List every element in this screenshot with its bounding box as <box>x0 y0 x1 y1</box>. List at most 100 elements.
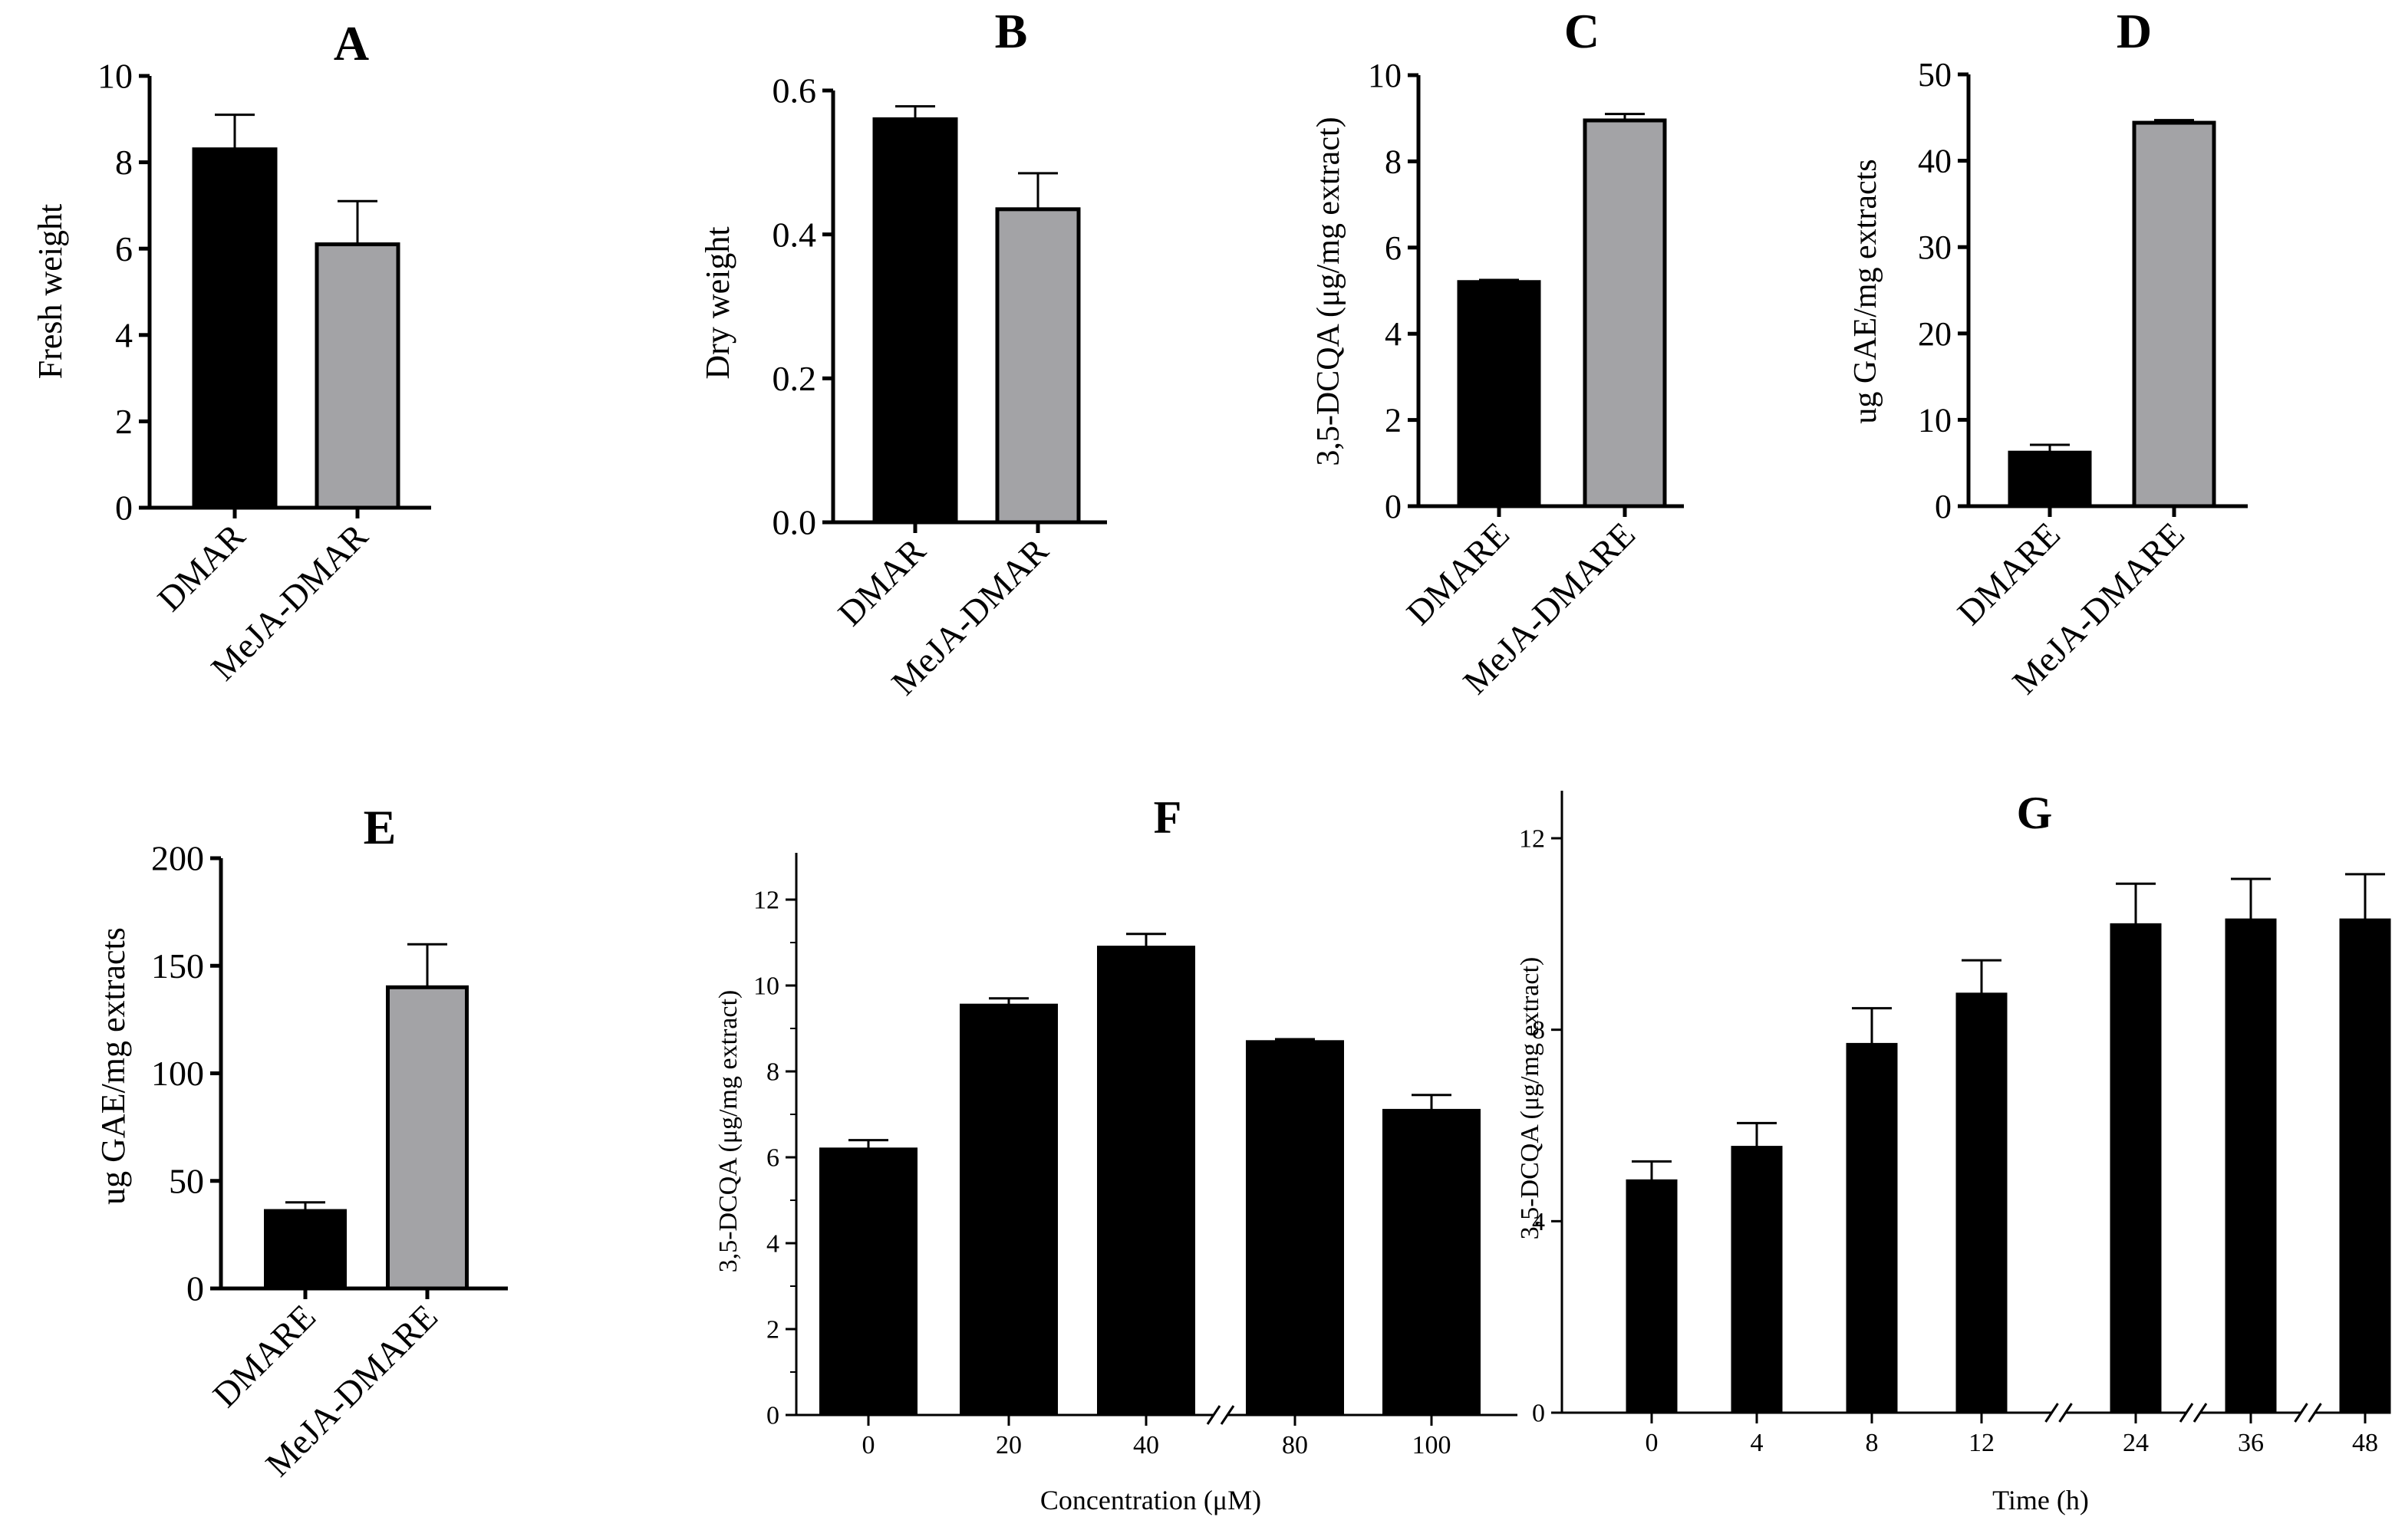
bar <box>1246 1040 1344 1417</box>
chart-title: E <box>364 800 397 854</box>
y-axis-label: 3,5-DCQA (μg/mg extract) <box>714 990 743 1273</box>
bar <box>2225 918 2277 1414</box>
bar <box>1955 992 2008 1414</box>
chart-title: F <box>1154 792 1182 843</box>
chart-title: A <box>334 16 369 71</box>
bar <box>386 985 469 1291</box>
chart-title: C <box>1564 4 1599 58</box>
axis-break-mark <box>2179 1403 2194 1423</box>
x-tick-label: 8 <box>1866 1429 1879 1457</box>
y-tick-label: 50 <box>1918 56 1952 94</box>
x-tick-label: 20 <box>996 1431 1022 1459</box>
y-axis-label: Fresh weight <box>31 204 69 380</box>
y-tick-label: 50 <box>169 1161 204 1200</box>
y-tick-label: 0.2 <box>773 359 817 398</box>
y-tick-label: 6 <box>766 1144 779 1173</box>
y-tick-label: 4 <box>766 1230 779 1259</box>
axis-break-mark <box>2044 1403 2059 1423</box>
bar <box>2008 450 2092 508</box>
y-tick-label: 0 <box>115 489 133 528</box>
axis-break-mark <box>1206 1405 1221 1425</box>
y-tick-label: 100 <box>151 1054 204 1093</box>
y-tick-label: 10 <box>1918 401 1952 439</box>
x-tick-label: DMAR <box>830 531 933 633</box>
y-tick-label: 30 <box>1918 229 1952 266</box>
chart-panel-f: F 0 2 4 6 8 10 12 3,5-DCQA (μg/mg extract) 0 20 40 8… <box>714 792 1517 1515</box>
y-tick-label: 4 <box>1532 1208 1545 1236</box>
y-tick-label: 0.4 <box>773 215 817 254</box>
y-tick-label: 2 <box>115 402 133 441</box>
bar <box>1626 1179 1678 1414</box>
bar <box>819 1147 918 1417</box>
y-axis-label: ug GAE/mg extracts <box>94 927 132 1205</box>
axis-break-mark <box>2193 1403 2208 1423</box>
y-axis-label: 3,5-DCQA (μg/mg extract) <box>1516 957 1544 1240</box>
x-tick-label: DMAR <box>150 516 252 619</box>
y-tick-label: 10 <box>1368 57 1402 94</box>
y-tick-label: 0 <box>766 1402 779 1430</box>
bar <box>2110 923 2162 1414</box>
bar <box>192 147 278 510</box>
y-axis-label: ug GAE/mg extracts <box>1848 159 1883 423</box>
y-tick-label: 2 <box>1385 402 1402 439</box>
y-tick-label: 150 <box>151 946 204 986</box>
axis-break-mark <box>1220 1405 1235 1425</box>
y-tick-label: 0 <box>1532 1400 1545 1428</box>
x-tick-label: 80 <box>1282 1431 1308 1459</box>
axis-break-mark <box>2308 1403 2322 1423</box>
x-tick-label: 36 <box>2238 1429 2264 1457</box>
x-tick-label: 40 <box>1133 1431 1159 1459</box>
x-tick-label: DMARE <box>206 1297 324 1415</box>
y-tick-label: 12 <box>753 887 779 915</box>
y-tick-label: 20 <box>1918 315 1952 353</box>
y-tick-label: 6 <box>1385 229 1402 267</box>
bar <box>960 1003 1058 1417</box>
x-tick-label: 12 <box>1968 1429 1995 1457</box>
x-tick-label: 100 <box>1412 1431 1451 1459</box>
bar <box>1097 946 1195 1417</box>
axis-break-mark <box>2294 1403 2308 1423</box>
y-tick-label: 8 <box>1532 1016 1545 1045</box>
bar <box>1457 280 1541 508</box>
x-tick-label: 48 <box>2352 1429 2378 1457</box>
bar <box>1731 1146 1783 1414</box>
bar <box>872 117 958 525</box>
y-tick-label: 4 <box>115 315 133 354</box>
y-tick-label: 2 <box>766 1316 779 1344</box>
bar <box>264 1209 347 1291</box>
y-axis-label: Dry weight <box>699 226 736 379</box>
y-tick-label: 0 <box>186 1269 204 1308</box>
bar <box>1846 1042 1898 1414</box>
chart-title: G <box>2017 788 2053 838</box>
y-tick-label: 6 <box>115 229 133 268</box>
y-axis-label: 3,5-DCQA (μg/mg extract) <box>1311 117 1346 466</box>
y-tick-label: 40 <box>1918 143 1952 180</box>
x-tick-label: 4 <box>1751 1429 1764 1457</box>
y-tick-label: 8 <box>1385 143 1402 180</box>
bar <box>995 207 1081 525</box>
bar <box>2132 120 2216 508</box>
chart-title: D <box>2117 4 2152 58</box>
y-tick-label: 0 <box>1935 488 1952 525</box>
x-tick-label: DMARE <box>1399 515 1517 633</box>
y-tick-label: 0.6 <box>773 71 817 110</box>
y-tick-label: 0 <box>1385 488 1402 525</box>
x-tick-label: DMARE <box>1950 515 2068 633</box>
chart-title: B <box>995 4 1028 58</box>
x-axis-label: Time (h) <box>1992 1485 2089 1515</box>
x-tick-label: 24 <box>2123 1429 2149 1457</box>
y-tick-label: 8 <box>766 1058 779 1087</box>
bar <box>1583 118 1667 508</box>
y-tick-label: 10 <box>753 972 779 1001</box>
bar <box>2339 918 2391 1414</box>
x-tick-label: 0 <box>862 1431 875 1459</box>
bar <box>315 242 400 510</box>
y-tick-label: 10 <box>97 57 133 96</box>
